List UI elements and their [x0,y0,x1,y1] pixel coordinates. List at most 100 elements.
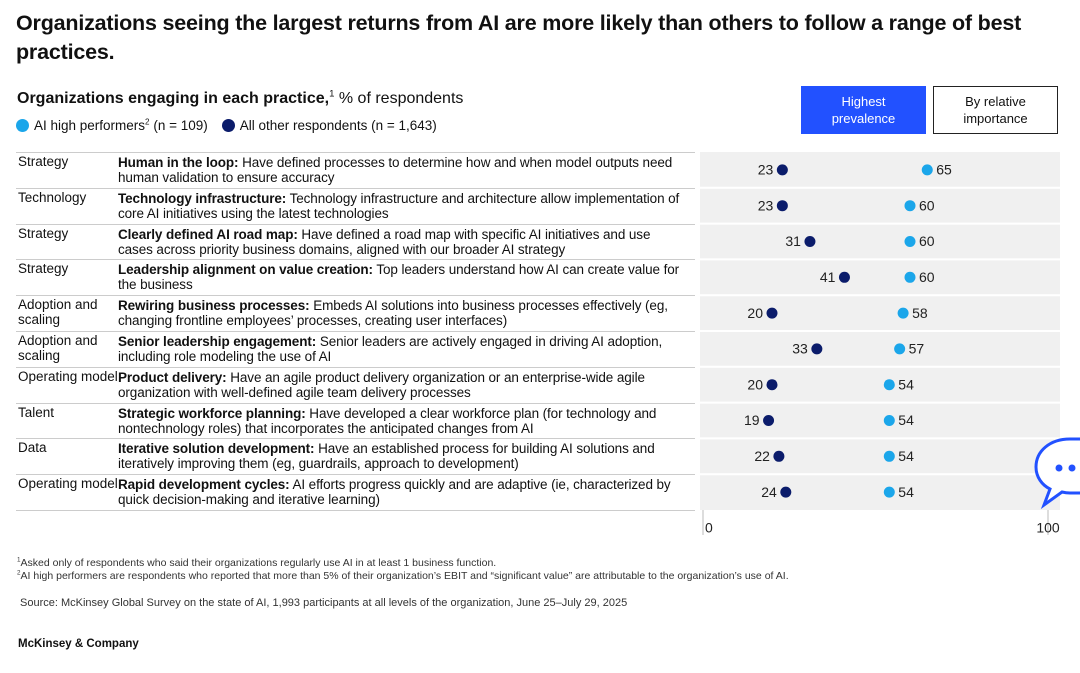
value-label: 31 [785,233,801,249]
value-label: 54 [898,376,914,392]
dot [766,379,778,391]
value-label: 20 [747,376,763,392]
value-label: 19 [744,412,760,428]
dot [921,164,933,176]
value-label: 54 [898,412,914,428]
dot [763,415,775,426]
dot [904,271,916,283]
dot [883,415,895,426]
chart-title: Organizations seeing the largest returns… [16,11,1022,64]
practice-label: Clearly defined AI road map: [118,226,298,242]
value-label: 57 [909,341,925,357]
category: Adoption and scaling [18,332,98,363]
dot [804,236,816,247]
legend-item: AI high performers2 (n = 109) [16,118,208,133]
practice-label: Rewiring business processes: [118,298,310,314]
value-label: 22 [754,448,770,464]
dot [883,450,895,462]
dot [776,200,788,212]
chat-icon[interactable] [1030,435,1080,510]
legend: AI high performers2 (n = 109) All other r… [16,118,437,133]
category: Strategy [18,225,69,241]
value-label: 33 [792,341,808,357]
practice-description: Senior leaders are actively engaged in d… [118,333,663,364]
legend-label: AI high performers2 (n = 109) [34,118,208,133]
table-row: Strategy Human in the loop: Have defined … [16,153,695,189]
dot [894,343,906,355]
practice-description: Have defined processes to determine how … [118,155,673,185]
value-label: 60 [919,233,935,249]
practice: Clearly defined AI road map: Have define… [118,225,688,260]
practice-description: Have an agile product delivery organizat… [118,369,645,400]
practice-label: Human in the loop: [118,155,239,170]
brand: McKinsey & Company [18,638,139,650]
dot [883,379,895,391]
legend-label: All other respondents (n = 1,643) [240,118,437,133]
practice-description: Technology infrastructure and architectu… [118,190,680,221]
legend-n: (n = 109) [153,118,208,133]
subtitle-text: Organizations engaging in each practice, [17,90,330,107]
practice-label: Iterative solution development: [118,441,315,457]
practice: Senior leadership engagement: Senior lea… [118,332,688,367]
practice-description: Have developed a clear workforce plan (f… [118,405,657,436]
dot [773,450,785,462]
dot [904,200,916,212]
practice: Rewiring business processes: Embeds AI s… [118,296,688,331]
practice: Human in the loop: Have defined processe… [118,153,688,188]
sort-button[interactable]: By relative importance [933,86,1058,134]
category: Data [18,440,47,456]
footnote-mark: 2 [17,569,21,577]
legend-name: All other respondents [239,118,368,133]
practice-label: Rapid development cycles: [118,477,290,493]
practice-label: Strategic workforce planning: [118,405,306,421]
footnote-ref: 1 [329,88,335,100]
table-row: Talent Strategic workforce planning: Have… [16,404,695,440]
value-label: 54 [898,484,914,500]
table-row: Adoption and scaling Rewiring business pr… [16,296,695,332]
value-label: 23 [758,162,774,178]
table-row: Adoption and scaling Senior leadership en… [16,332,695,368]
practice: Product delivery: Have an agile product … [118,368,688,403]
practice: Strategic workforce planning: Have devel… [118,404,688,439]
practice-label: Product delivery: [118,369,227,385]
dot [776,164,788,176]
practice-description: Top leaders understand how AI can create… [118,262,680,293]
unit: % of respondents [338,90,464,107]
x-tick-label: 0 [705,520,713,536]
practice: Rapid development cycles: AI efforts pro… [118,475,688,510]
table-row: Data Iterative solution development: Have… [16,439,695,476]
practice-description: Have defined a road map with specific AI… [118,226,651,257]
category: Operating model [18,368,118,384]
practice-label: Technology infrastructure: [118,190,287,206]
subtitle: Organizations engaging in each practice,… [17,88,464,108]
x-tick-label: 100 [1036,520,1060,536]
source: Source: McKinsey Global Survey on the st… [20,597,628,609]
legend-swatch [221,119,235,132]
footnote-ref: 2 [145,117,150,127]
chat-dot [1055,464,1063,472]
chat-dot [1068,464,1076,472]
practice: Iterative solution development: Have an … [118,439,688,474]
category: Strategy [18,261,69,277]
dot [897,307,909,319]
value-label: 23 [758,197,774,213]
footnote-mark: 1 [17,556,21,564]
legend-n: (n = 1,643) [371,118,437,133]
table-row: Operating model Rapid development cycles:… [16,475,695,511]
sort-button[interactable]: Highest prevalence [801,86,926,134]
value-label: 41 [820,269,836,285]
footnote: 1Asked only of respondents who said thei… [17,557,496,569]
footnote: 2AI high performers are respondents who … [17,570,789,582]
practice: Leadership alignment on value creation: … [118,260,688,295]
dot [838,271,850,283]
practice-label: Leadership alignment on value creation: [118,262,373,278]
dot [780,486,792,498]
practice-description: Have an established process for building… [118,441,655,472]
category: Adoption and scaling [18,297,98,328]
value-label: 54 [898,448,914,464]
value-label: 24 [761,484,777,500]
category: Talent [18,404,55,420]
dot [766,307,778,319]
practice-table: Strategy Human in the loop: Have defined … [16,152,695,511]
